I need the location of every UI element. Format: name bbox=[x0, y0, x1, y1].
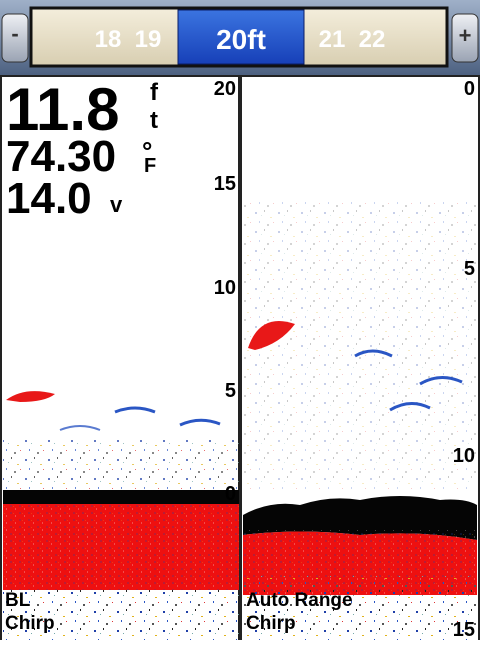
depth-scale-label: 10 bbox=[453, 445, 475, 467]
depth-scale-label: 15 bbox=[453, 619, 475, 640]
depth-scale-label: 5 bbox=[464, 258, 475, 280]
range-option[interactable]: 18 19 bbox=[95, 26, 162, 53]
depth-scale-label: 15 bbox=[214, 173, 236, 195]
right-sonar-image bbox=[243, 200, 477, 640]
depth-scale-label: 0 bbox=[225, 483, 236, 505]
depth-unit: f bbox=[150, 79, 159, 106]
scroll-right-button[interactable] bbox=[451, 13, 479, 63]
left-button-icon: - bbox=[11, 21, 18, 46]
depth-scale-label: 5 bbox=[225, 380, 236, 402]
sonar-mode: BL bbox=[5, 590, 31, 611]
depth-scale-label: 0 bbox=[464, 78, 475, 100]
selected-range-label: 20ft bbox=[216, 24, 266, 55]
right-button-icon: + bbox=[459, 23, 472, 48]
temperature-unit: F bbox=[144, 155, 156, 177]
selected-range[interactable] bbox=[177, 9, 305, 65]
scroll-left-button[interactable] bbox=[1, 13, 29, 63]
depth-reading: 11.8 bbox=[6, 76, 119, 143]
sonar-frequency: Chirp bbox=[246, 613, 296, 634]
depth-unit: t bbox=[150, 107, 158, 134]
temperature-reading: 74.30 bbox=[6, 132, 116, 181]
range-option[interactable]: 21 22 bbox=[319, 26, 386, 53]
sonar-frequency: Chirp bbox=[5, 613, 55, 634]
depth-scale-label: 10 bbox=[214, 277, 236, 299]
voltage-unit: v bbox=[110, 192, 123, 217]
range-mode: Auto Range bbox=[246, 590, 353, 611]
depth-scale-label: 20 bbox=[214, 78, 236, 100]
voltage-reading: 14.0 bbox=[6, 174, 92, 223]
left-sonar-image bbox=[3, 391, 239, 640]
temperature-unit: ° bbox=[142, 136, 152, 166]
